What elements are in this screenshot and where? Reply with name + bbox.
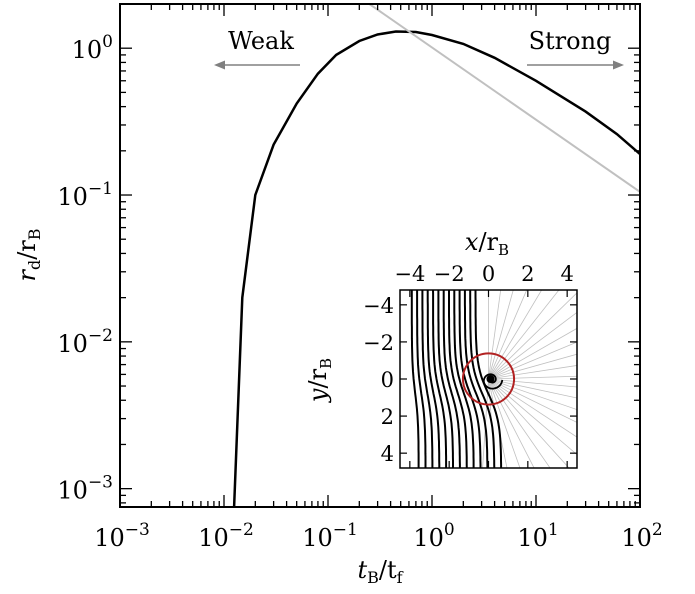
x-tick-label: 10−2 [198, 520, 254, 552]
y-tick-label: 100 [72, 32, 113, 64]
inset-x-axis-label: x/rB [465, 228, 509, 259]
inset-flow-line [416, 290, 427, 468]
x-tick-label: 10−3 [94, 520, 150, 552]
inset-radial-line [488, 378, 521, 468]
inset-radial-line [488, 290, 528, 380]
main-annotations: Weak Strong [214, 27, 624, 70]
inset-flow-line [442, 290, 461, 468]
inset-radial-line [488, 378, 577, 456]
y-axis-label: rd/rB [13, 228, 44, 281]
inset-x-tick-label: 0 [482, 262, 495, 286]
inset-flow-line [474, 290, 503, 468]
y-tick-label: 10−2 [57, 326, 113, 358]
inset-flow-line [432, 290, 448, 468]
inset-y-tick-label: 2 [381, 405, 394, 429]
inset-radial-line [488, 378, 577, 411]
inset-axis-ticks: −4 −2 0 2 4 −4 −2 0 2 4 [363, 262, 577, 468]
main-curve [232, 30, 640, 507]
inset-flow-line [426, 290, 441, 468]
inset-flow-line [448, 290, 468, 468]
inset-core-dot [486, 375, 495, 383]
main-series-group [232, 4, 640, 507]
inset-radial-line [488, 311, 577, 380]
inset-x-tick-label: −2 [434, 262, 465, 286]
x-tick-label: 100 [413, 520, 454, 552]
inset-radial-line [488, 378, 577, 438]
inset-y-tick-label: 4 [381, 442, 394, 466]
inset-radial-line [488, 378, 535, 468]
inset-radial-line [488, 290, 543, 380]
inset-flow-line [421, 290, 434, 468]
inset-radial-line [488, 290, 560, 380]
inset-y-tick-label: −2 [363, 331, 394, 355]
asymptote-line [368, 4, 640, 193]
main-plot-frame [119, 3, 641, 508]
inset-radial-line [488, 378, 577, 423]
inset-radial-line [488, 353, 577, 380]
inset-flow-line [453, 290, 475, 468]
inset-radial-line [488, 378, 577, 399]
annotation-weak: Weak [228, 27, 294, 55]
inset-y-tick-label: 0 [381, 368, 394, 392]
inset-radial-line [488, 290, 502, 380]
inset-radial-line [488, 290, 514, 380]
inset-circle [461, 352, 516, 406]
annotation-strong: Strong [529, 27, 612, 55]
x-axis-label: tB/tf [357, 556, 403, 587]
inset-radial-line [488, 292, 577, 380]
main-axis-ticks: 10−3 10−2 10−1 100 101 102 10−3 10−2 10−1 100 [57, 3, 663, 552]
x-tick-label: 101 [517, 520, 558, 552]
inset-radial-line [488, 327, 577, 380]
inset-flow-line [458, 290, 482, 468]
inset-chart: −4 −2 0 2 4 −4 −2 0 2 4 x/rB y/rB [304, 228, 578, 469]
x-tick-label: 10−1 [302, 520, 358, 552]
inset-radial-line [488, 378, 570, 468]
inset-flow-line [410, 290, 420, 468]
inset-flow-line [437, 290, 454, 468]
inset-x-tick-label: −4 [394, 262, 425, 286]
main-chart: Weak Strong 10−3 10−2 10−1 100 101 10210−310−… [13, 3, 663, 587]
inset-lines-group [410, 290, 577, 468]
annotation-arrowhead-strong [613, 60, 624, 70]
inset-radial-line [488, 378, 551, 468]
inset-x-tick-label: 2 [521, 262, 534, 286]
inset-flow-line [463, 290, 489, 468]
y-tick-label: 10−1 [57, 179, 113, 211]
inset-x-tick-label: 4 [560, 262, 573, 286]
annotation-arrowhead-weak [214, 60, 225, 70]
inset-y-tick-label: −4 [363, 294, 394, 318]
inset-y-axis-label: y/rB [304, 358, 335, 403]
inset-radial-line [488, 365, 577, 380]
y-tick-label: 10−3 [57, 473, 113, 505]
x-tick-label: 102 [621, 520, 662, 552]
inset-flow-line [469, 290, 496, 468]
inset-radial-line [488, 341, 577, 380]
